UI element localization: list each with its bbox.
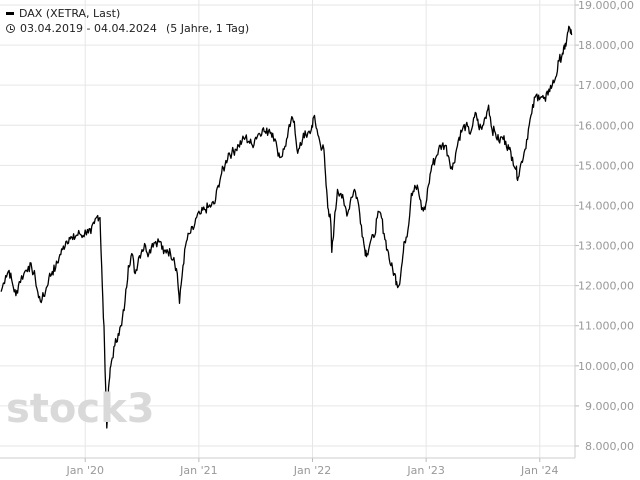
series-line-dax <box>0 25 573 429</box>
y-tick-label: 9.000,00 <box>585 400 634 413</box>
stock3-watermark: stock3 <box>6 386 155 432</box>
clock-icon <box>6 24 15 33</box>
gridlines <box>0 0 575 458</box>
y-tick-label: 19.000,00 <box>578 0 634 12</box>
y-tick-label: 10.000,00 <box>578 360 634 373</box>
chart-legend: DAX (XETRA, Last) 03.04.2019 - 04.04.202… <box>6 6 249 36</box>
y-tick-label: 16.000,00 <box>578 119 634 132</box>
x-axis: Jan '20 Jan '21 Jan '22 Jan '23 Jan '24 <box>0 457 575 477</box>
x-tick-label: Jan '20 <box>65 464 103 477</box>
legend-range-row[interactable]: 03.04.2019 - 04.04.2024 (5 Jahre, 1 Tag) <box>6 21 249 36</box>
x-tick-label: Jan '24 <box>520 464 558 477</box>
legend-range-label: 03.04.2019 - 04.04.2024 <box>20 22 157 35</box>
y-tick-label: 17.000,00 <box>578 79 634 92</box>
y-axis: 19.000,00 18.000,00 17.000,00 16.000,00 15.0… <box>574 0 634 458</box>
legend-series-row[interactable]: DAX (XETRA, Last) <box>6 6 249 21</box>
y-tick-label: 14.000,00 <box>578 199 634 212</box>
y-tick-label: 18.000,00 <box>578 39 634 52</box>
y-tick-label: 13.000,00 <box>578 240 634 253</box>
y-tick-label: 15.000,00 <box>578 159 634 172</box>
y-tick-label: 11.000,00 <box>578 320 634 333</box>
series-layer <box>0 25 573 429</box>
y-tick-label: 8.000,00 <box>585 440 634 453</box>
legend-series-label: DAX (XETRA, Last) <box>19 7 121 20</box>
x-tick-label: Jan '22 <box>293 464 331 477</box>
x-tick-label: Jan '21 <box>179 464 217 477</box>
x-tick-label: Jan '23 <box>406 464 444 477</box>
legend-period-label: (5 Jahre, 1 Tag) <box>165 22 250 35</box>
series-swatch-icon <box>6 12 14 15</box>
y-tick-label: 12.000,00 <box>578 280 634 293</box>
